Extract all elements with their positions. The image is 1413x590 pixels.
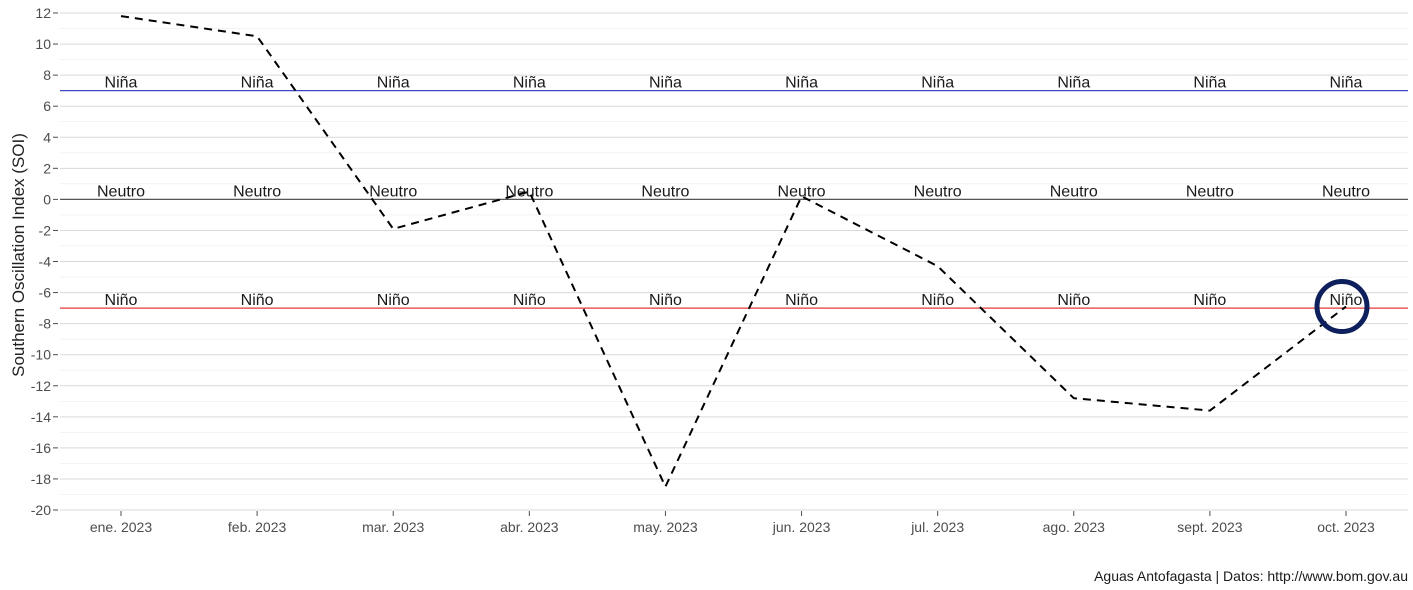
highlight-circle xyxy=(1314,279,1370,335)
y-tick-label: -16 xyxy=(31,440,51,456)
reference-lines xyxy=(60,90,1408,309)
y-tick-label: -6 xyxy=(39,285,52,301)
series-layer xyxy=(120,15,1347,490)
band-label: Niño xyxy=(1193,292,1226,309)
band-label: Niña xyxy=(241,75,274,92)
y-tick-label: 6 xyxy=(43,98,51,114)
y-tick-label: -14 xyxy=(31,409,51,425)
x-tick-label: oct. 2023 xyxy=(1317,519,1375,535)
soi-series-line xyxy=(120,15,1347,490)
y-tick-label: -8 xyxy=(39,316,52,332)
band-label: Niña xyxy=(1057,75,1090,92)
band-label: Neutro xyxy=(233,183,281,200)
band-label: Niña xyxy=(105,75,138,92)
band-label: Niña xyxy=(1193,75,1226,92)
band-label: Niña xyxy=(649,75,682,92)
band-label: Neutro xyxy=(641,183,689,200)
x-tick-label: feb. 2023 xyxy=(228,519,287,535)
band-label: Niño xyxy=(785,292,818,309)
band-label: Niño xyxy=(1057,292,1090,309)
x-tick-label: jun. 2023 xyxy=(772,519,831,535)
band-label: Neutro xyxy=(914,183,962,200)
band-label: Neutro xyxy=(505,183,553,200)
band-label: Niño xyxy=(513,292,546,309)
x-tick-label: mar. 2023 xyxy=(362,519,424,535)
y-tick-label: 4 xyxy=(43,129,51,145)
x-tick-labels: ene. 2023 feb. 2023 mar. 2023 abr. 2023 may.… xyxy=(90,511,1375,535)
band-label: Neutro xyxy=(1186,183,1234,200)
band-label: Neutro xyxy=(1322,183,1370,200)
y-tick-label: -4 xyxy=(39,254,52,270)
band-label: Niño xyxy=(241,292,274,309)
y-tick-label: 8 xyxy=(43,67,51,83)
band-label: Niña xyxy=(377,75,410,92)
band-label: Niña xyxy=(921,75,954,92)
x-tick-label: sept. 2023 xyxy=(1177,519,1243,535)
y-tick-label: 12 xyxy=(35,5,51,21)
band-label: Neutro xyxy=(97,183,145,200)
y-tick-label: -10 xyxy=(31,347,51,363)
band-label: Niño xyxy=(921,292,954,309)
x-tick-label: jul. 2023 xyxy=(910,519,964,535)
band-labels: Niña Niña Niña Niña Niña Niña Niña Niña Niña Niña… xyxy=(97,75,1370,309)
band-label: Niña xyxy=(513,75,546,92)
x-tick-label: abr. 2023 xyxy=(500,519,559,535)
y-tick-labels: 12 10 8 6 4 2 0 -2 -4 -6 -8 -10 -12 -14 -16 -18 -20 xyxy=(31,5,58,518)
band-label: Niño xyxy=(649,292,682,309)
band-label: Niña xyxy=(785,75,818,92)
y-tick-label: 0 xyxy=(43,191,51,207)
band-label: Niña xyxy=(1330,75,1363,92)
band-label: Neutro xyxy=(369,183,417,200)
band-label: Neutro xyxy=(778,183,826,200)
y-tick-label: 2 xyxy=(43,160,51,176)
y-tick-label: -2 xyxy=(39,222,52,238)
data-source-caption: Aguas Antofagasta | Datos: http://www.bo… xyxy=(1094,568,1408,584)
band-label: Niño xyxy=(377,292,410,309)
y-tick-label: 10 xyxy=(35,36,51,52)
x-tick-label: may. 2023 xyxy=(633,519,698,535)
band-label: Neutro xyxy=(1050,183,1098,200)
band-label: Niño xyxy=(1330,292,1363,309)
highlight-layer xyxy=(1314,279,1370,335)
band-label: Niño xyxy=(105,292,138,309)
y-tick-label: -20 xyxy=(31,502,51,518)
y-tick-label: -18 xyxy=(31,471,51,487)
y-tick-label: -12 xyxy=(31,378,51,394)
y-axis-label: Southern Oscillation Index (SOI) xyxy=(9,133,28,377)
x-tick-label: ene. 2023 xyxy=(90,519,152,535)
x-tick-label: ago. 2023 xyxy=(1043,519,1105,535)
